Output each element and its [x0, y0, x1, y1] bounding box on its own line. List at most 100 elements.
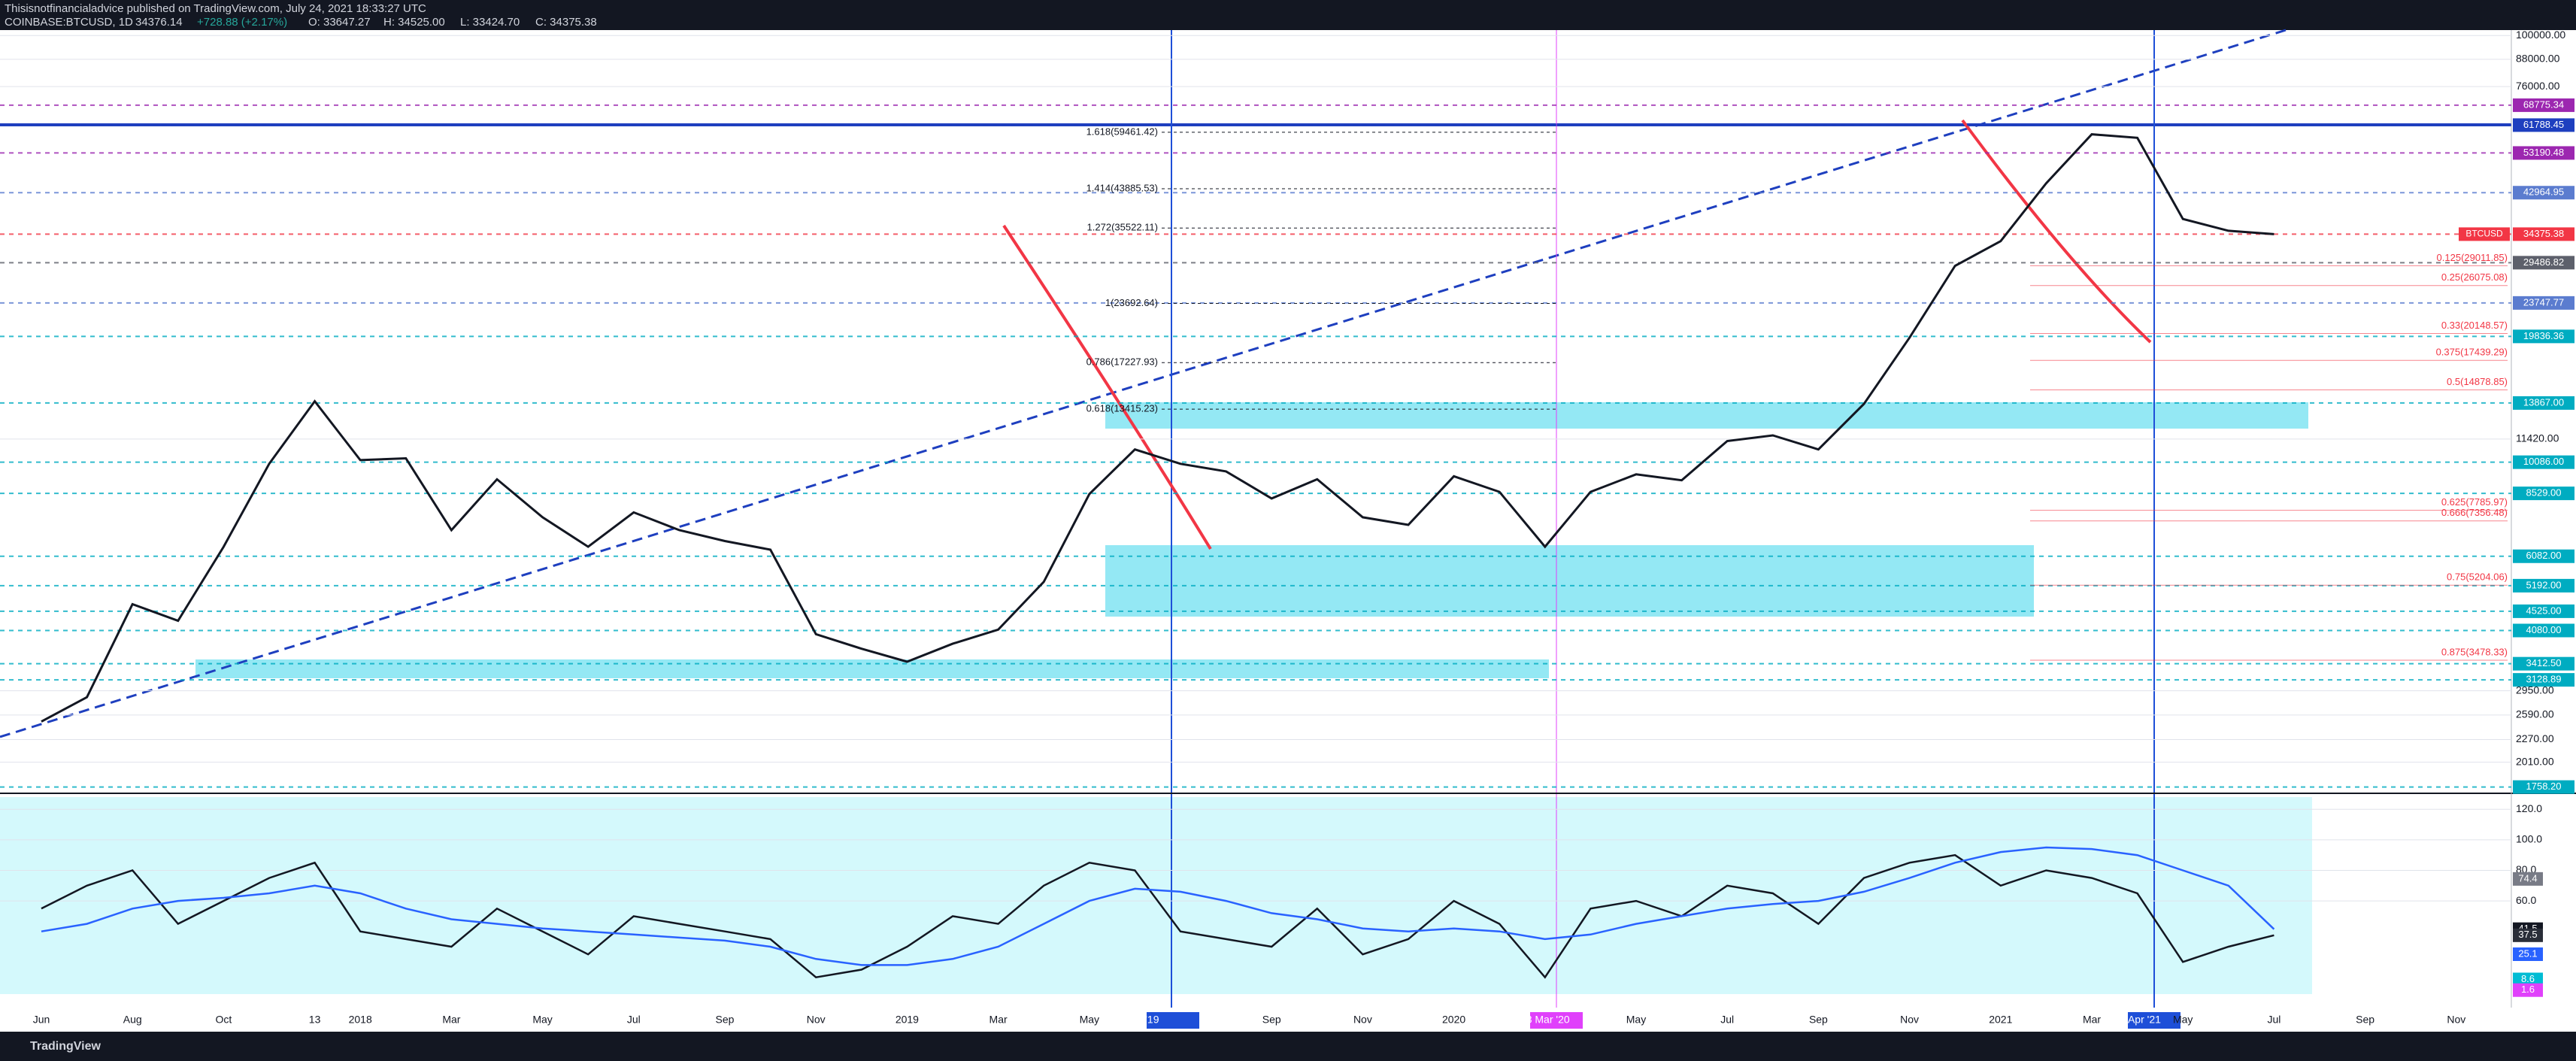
series-line — [41, 133, 2274, 723]
x-tick-label: Mar — [2083, 1014, 2101, 1026]
y-tick-label: 2270.00 — [2516, 732, 2554, 744]
date-highlight — [1147, 1012, 1199, 1029]
price-tag-label: 61788.45 — [2523, 119, 2564, 130]
price-tag — [2513, 98, 2574, 112]
price-tag-label: 23747.77 — [2523, 296, 2564, 308]
fib-label: 0.25(26075.08) — [2441, 271, 2508, 283]
open: O: 33647.27 — [308, 16, 371, 29]
price-tag-label: 1758.20 — [2526, 781, 2562, 792]
price-tag — [2513, 186, 2574, 200]
price-tag — [2513, 780, 2574, 794]
price-tag-label: 29486.82 — [2523, 256, 2564, 268]
price-tag — [2513, 549, 2574, 563]
price-tag — [2513, 146, 2574, 160]
price-tag-label: 8529.00 — [2526, 487, 2562, 499]
value-tag-label: 25.1 — [2518, 947, 2537, 959]
price-tag-label: 19836.36 — [2523, 330, 2564, 341]
price-tag-label: 13867.00 — [2523, 396, 2564, 408]
date-highlight — [1530, 1012, 1583, 1029]
x-tick-label: 2018 — [349, 1014, 372, 1026]
low: L: 33424.70 — [460, 16, 520, 29]
oscillator-zone — [0, 797, 2312, 994]
value-tag — [2513, 947, 2543, 961]
price-tag — [2513, 396, 2574, 410]
price-tag-label: 53190.48 — [2523, 147, 2564, 158]
x-tick-label: Nov — [1900, 1014, 1919, 1026]
y-tick-label: 2010.00 — [2516, 755, 2554, 767]
x-tick-label: Nov — [807, 1014, 826, 1026]
x-tick-label: 2020 — [1442, 1014, 1465, 1026]
published-line: Thisisnotfinancialadvice published on Tr… — [5, 2, 426, 15]
price-tag — [2513, 118, 2574, 132]
high: H: 34525.00 — [383, 16, 445, 29]
y-tick-label: 88000.00 — [2516, 53, 2560, 65]
date-highlight — [2128, 1012, 2181, 1029]
symbol-tag — [2459, 227, 2510, 241]
price-tag-label: 42964.95 — [2523, 186, 2564, 198]
x-tick-label: 13 — [309, 1014, 321, 1026]
fib-label: 0.786(17227.93) — [1086, 356, 1158, 368]
price-tag — [2513, 673, 2574, 687]
x-tick-label: Sep — [1809, 1014, 1828, 1026]
fib-label: 0.875(3478.33) — [2441, 646, 2508, 657]
y-tick-label: 100000.00 — [2516, 29, 2565, 41]
x-tick-label: Jul — [2267, 1014, 2281, 1026]
symbol: COINBASE:BTCUSD, 1D — [5, 16, 133, 29]
y-tick-label: 76000.00 — [2516, 80, 2560, 92]
y-tick-label: 60.0 — [2516, 894, 2536, 906]
fib-label: 0.618(13415.23) — [1086, 403, 1158, 414]
x-tick-label: Sep — [716, 1014, 735, 1026]
x-tick-label: May — [2173, 1014, 2193, 1026]
price-tag — [2513, 487, 2574, 501]
x-tick-label: Mar — [989, 1014, 1008, 1026]
fib-label: 0.375(17439.29) — [2436, 347, 2508, 358]
price-tag-label: 5192.00 — [2526, 579, 2562, 590]
x-tick-label: Jun — [33, 1014, 50, 1026]
x-tick-label: May — [1626, 1014, 1646, 1026]
x-tick-label: 12 Apr '21 — [2114, 1014, 2161, 1026]
x-tick-label: 26 Jun '19 — [1111, 1014, 1159, 1026]
price-tag-label: 4525.00 — [2526, 605, 2562, 616]
value-tag — [2513, 872, 2543, 886]
y-tick-label: 2950.00 — [2516, 684, 2554, 696]
price-tag-label: 10086.00 — [2523, 456, 2564, 467]
price-tag — [2513, 329, 2574, 344]
x-tick-label: Nov — [1353, 1014, 1372, 1026]
series-line — [41, 853, 2274, 979]
value-tag — [2513, 972, 2543, 987]
zone — [1105, 545, 2034, 617]
series-line — [41, 846, 2275, 966]
close: C: 34375.38 — [535, 16, 597, 29]
x-tick-label: Jul — [1720, 1014, 1734, 1026]
zone — [195, 659, 1549, 678]
x-tick-label: 2019 — [896, 1014, 919, 1026]
price-tag-label: 34375.38 — [2523, 228, 2564, 239]
x-tick-label: Aug — [123, 1014, 142, 1026]
x-tick-label: Nov — [2447, 1014, 2465, 1026]
value-tag-label: 37.5 — [2518, 929, 2537, 940]
x-tick-label: Jul — [627, 1014, 641, 1026]
price-tag — [2513, 656, 2574, 671]
x-tick-label: 2021 — [1989, 1014, 2012, 1026]
value-tag — [2513, 928, 2543, 942]
fib-label: 0.5(14878.85) — [2447, 376, 2508, 387]
last-price: 34376.14 — [135, 16, 183, 29]
trendline — [0, 29, 2287, 738]
fib-label: 1.272(35522.11) — [1087, 222, 1158, 233]
symbol-tag-label: BTCUSD — [2465, 229, 2503, 239]
change: +728.88 (+2.17%) — [197, 16, 287, 29]
fib-label: 0.666(7356.48) — [2441, 507, 2508, 518]
x-tick-label: May — [1080, 1014, 1099, 1026]
zone — [1105, 402, 2308, 429]
y-tick-label: 120.0 — [2516, 802, 2542, 814]
footer-logo: TradingView — [30, 1040, 102, 1053]
price-tag — [2513, 623, 2574, 638]
value-tag-label: 8.6 — [2521, 973, 2535, 984]
arrow — [1002, 224, 1212, 550]
y-tick-label: 11420.00 — [2516, 432, 2559, 444]
value-tag — [2513, 983, 2543, 997]
fib-label: 0.33(20148.57) — [2441, 320, 2508, 331]
price-tag — [2513, 604, 2574, 618]
price-tag-label: 4080.00 — [2526, 624, 2562, 635]
